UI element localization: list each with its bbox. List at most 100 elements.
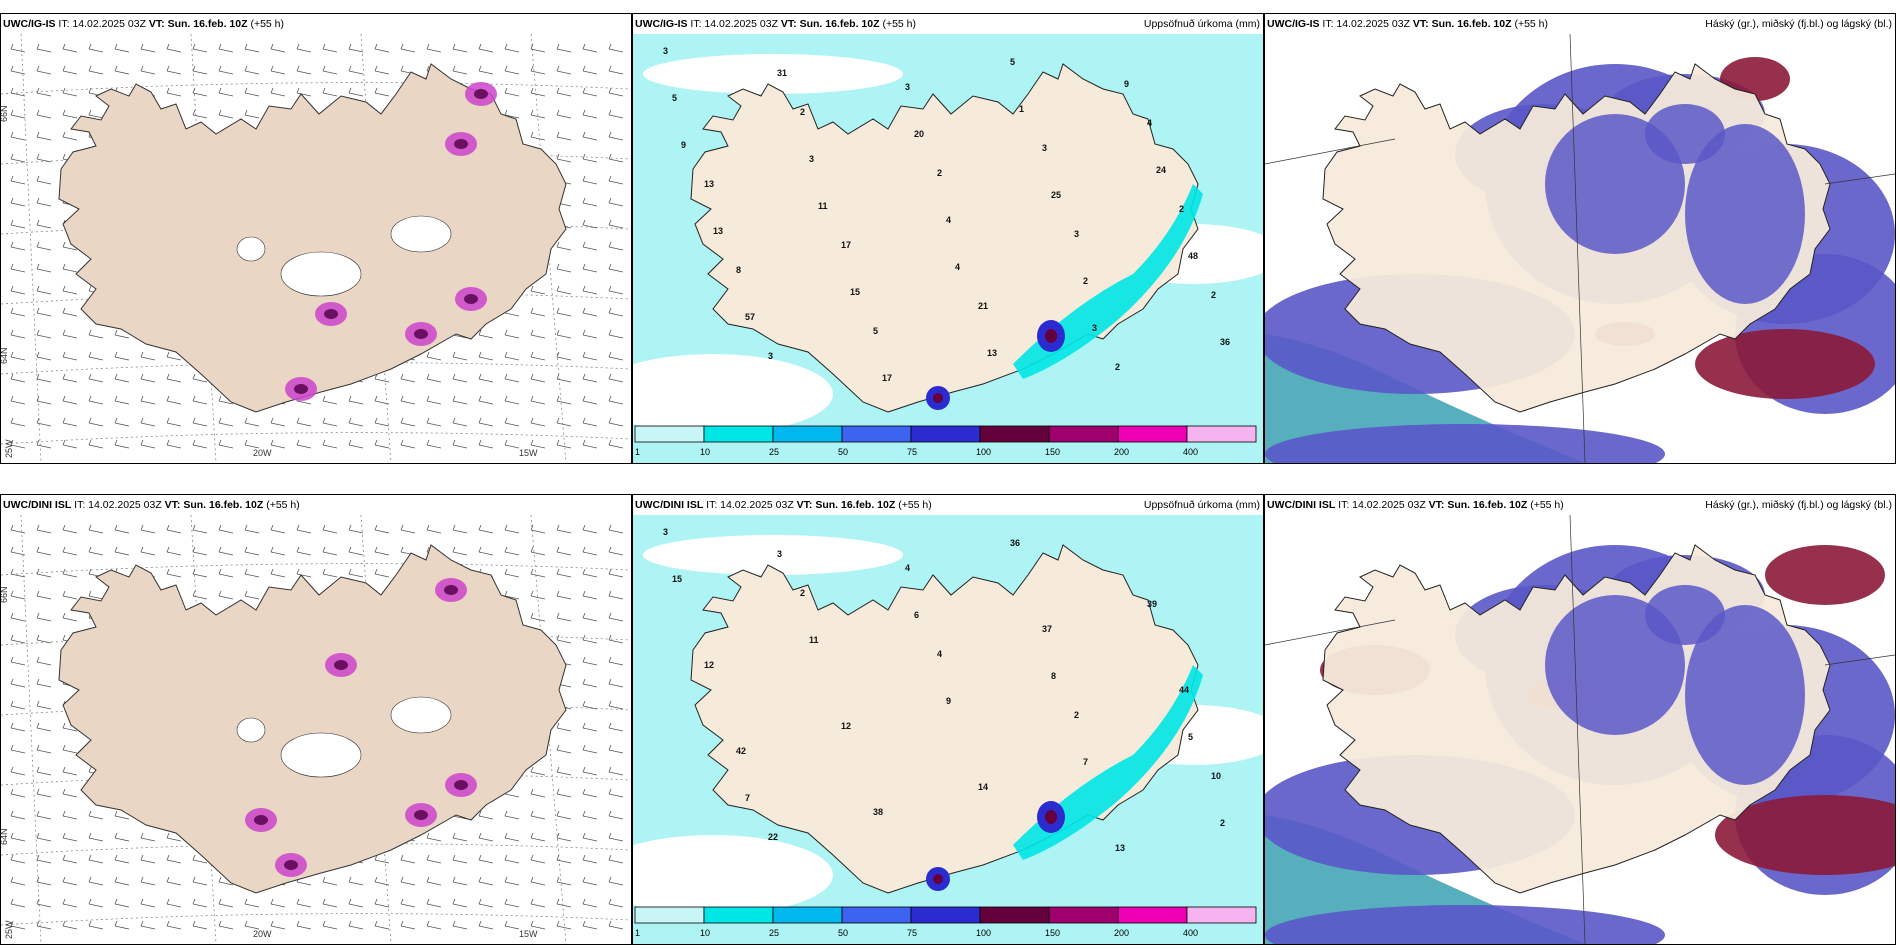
legend-swatch	[1048, 425, 1119, 443]
legend-label: 100	[976, 447, 991, 457]
precip-value: 5	[873, 326, 878, 336]
precip-value: 2	[937, 168, 942, 178]
precip-value: 15	[850, 287, 860, 297]
precip-value: 6	[914, 610, 919, 620]
wind-map: 66N 64N 25W 20W 15W	[1, 34, 631, 463]
legend-swatch	[979, 906, 1050, 924]
legend-swatch	[703, 906, 774, 924]
legend-label: 10	[700, 447, 710, 457]
precip-value: 13	[713, 226, 723, 236]
precip-value: 22	[768, 832, 778, 842]
init-time: IT: 14.02.2025 03Z	[687, 18, 781, 30]
legend-swatch	[841, 425, 912, 443]
precip-value: 9	[1124, 79, 1129, 89]
valid-time-label: VT:	[164, 499, 184, 511]
model-name: UWC/IG-IS	[635, 18, 688, 30]
legend-swatch	[841, 906, 912, 924]
legend-label: 25	[769, 928, 779, 938]
precip-value: 2	[1211, 290, 1216, 300]
precip-value: 44	[1179, 685, 1189, 695]
precip-value: 36	[1010, 538, 1020, 548]
precip-value: 1	[1019, 104, 1024, 114]
legend-label: 1	[635, 928, 640, 938]
legend-swatch	[1186, 425, 1257, 443]
precip-value: 9	[946, 696, 951, 706]
lead-time: (+55 h)	[895, 499, 932, 511]
precip-value: 8	[736, 265, 741, 275]
legend-swatch	[1117, 425, 1188, 443]
init-time: IT: 14.02.2025 03Z	[71, 499, 165, 511]
lat-label: 64N	[1, 347, 9, 364]
legend-swatch	[1048, 906, 1119, 924]
precip-value: 3	[1092, 323, 1097, 333]
panel-title: UWC/DINI ISL IT: 14.02.2025 03Z VT: Sun.…	[3, 499, 300, 511]
precip-value: 2	[1220, 818, 1225, 828]
legend-swatch	[772, 425, 843, 443]
precip-value: 11	[809, 635, 819, 645]
legend-label: 1	[635, 447, 640, 457]
valid-time-label: VT:	[1412, 18, 1432, 30]
valid-time-label: VT:	[796, 499, 816, 511]
model-name: UWC/DINI ISL	[1267, 499, 1336, 511]
legend-swatch	[1117, 906, 1188, 924]
valid-time-label: VT:	[148, 18, 168, 30]
precip-value: 42	[736, 746, 746, 756]
legend-swatch	[910, 906, 981, 924]
precip-value: 2	[1115, 362, 1120, 372]
precip-map: 3223233328554131721253423631202548571712…	[633, 34, 1263, 463]
init-time: IT: 14.02.2025 03Z	[1319, 18, 1413, 30]
precip-map-panel-bottom: UWC/DINI ISL IT: 14.02.2025 03Z VT: Sun.…	[632, 494, 1264, 945]
legend-label: 200	[1114, 447, 1129, 457]
precip-value: 7	[1083, 757, 1088, 767]
precip-value: 38	[873, 807, 883, 817]
legend-swatch	[1186, 906, 1257, 924]
model-name: UWC/IG-IS	[3, 18, 56, 30]
legend-label: 400	[1183, 447, 1198, 457]
cloud-map-panel-top: UWC/IG-IS IT: 14.02.2025 03Z VT: Sun. 16…	[1264, 13, 1896, 464]
panel-title: UWC/IG-IS IT: 14.02.2025 03Z VT: Sun. 16…	[1267, 18, 1548, 30]
precip-value: 3	[663, 46, 668, 56]
lon-label: 20W	[253, 929, 272, 939]
precip-value: 3	[809, 154, 814, 164]
precip-value: 12	[704, 660, 714, 670]
wind-map-panel-bottom: UWC/DINI ISL IT: 14.02.2025 03Z VT: Sun.…	[0, 494, 632, 945]
precip-value: 10	[1211, 771, 1221, 781]
legend-swatch	[703, 425, 774, 443]
legend-swatch	[979, 425, 1050, 443]
field-title: Háský (gr.), miðský (fj.bl.) og lágský (…	[1705, 499, 1892, 511]
precip-value: 21	[978, 301, 988, 311]
legend-swatch	[772, 906, 843, 924]
legend-label: 50	[838, 928, 848, 938]
legend-label: 200	[1114, 928, 1129, 938]
lead-time: (+55 h)	[247, 18, 285, 30]
iceland-land	[58, 544, 567, 894]
precip-value: 4	[955, 262, 960, 272]
precip-value: 48	[1188, 251, 1198, 261]
lead-time: (+55 h)	[879, 18, 917, 30]
precip-value: 25	[1051, 190, 1061, 200]
wind-map: 66N 64N 25W 20W 15W	[1, 515, 631, 944]
cloud-map	[1265, 515, 1895, 944]
precip-value: 17	[841, 240, 851, 250]
precip-value: 4	[1147, 118, 1152, 128]
precip-value: 15	[672, 574, 682, 584]
panel-title: UWC/IG-IS IT: 14.02.2025 03Z VT: Sun. 16…	[635, 18, 916, 30]
model-name: UWC/DINI ISL	[635, 499, 704, 511]
lat-label: 66N	[1, 586, 9, 603]
precip-value: 9	[681, 140, 686, 150]
precip-value: 13	[987, 348, 997, 358]
field-title: Uppsöfnuð úrkoma (mm)	[1143, 499, 1260, 511]
init-time: IT: 14.02.2025 03Z	[1335, 499, 1429, 511]
lon-label: 15W	[519, 448, 538, 458]
valid-time-label: VT:	[1428, 499, 1448, 511]
legend-swatch	[634, 425, 705, 443]
legend-label: 50	[838, 447, 848, 457]
precip-value: 11	[818, 201, 828, 211]
precip-value: 3	[1042, 143, 1047, 153]
precip-value: 5	[672, 93, 677, 103]
precip-value: 57	[745, 312, 755, 322]
lead-time: (+55 h)	[1511, 18, 1549, 30]
legend-label: 100	[976, 928, 991, 938]
precip-value: 13	[1115, 843, 1125, 853]
legend-label: 75	[907, 928, 917, 938]
